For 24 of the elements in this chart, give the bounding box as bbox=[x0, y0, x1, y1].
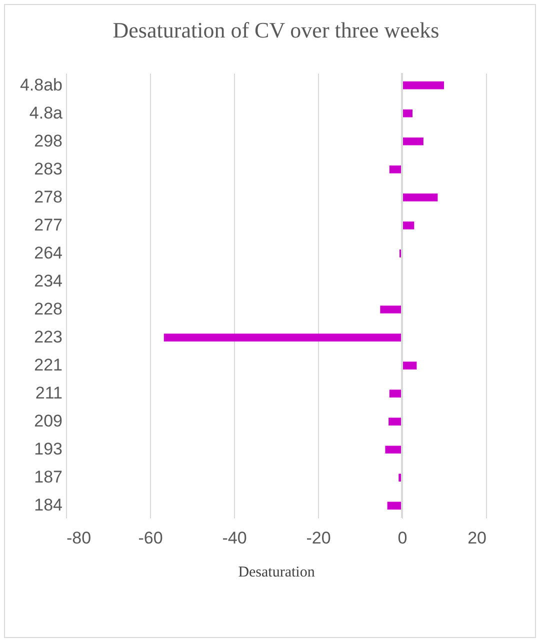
x-tick-label: -60 bbox=[138, 528, 163, 548]
y-tick-label: 223 bbox=[34, 328, 62, 347]
y-tick-label: 209 bbox=[34, 412, 62, 431]
x-tick-label: 0 bbox=[398, 528, 408, 548]
y-tick-label: 234 bbox=[34, 271, 62, 290]
x-tick-label: -80 bbox=[66, 528, 92, 548]
y-tick-label: 283 bbox=[34, 159, 62, 178]
x-tick-label: -20 bbox=[306, 528, 331, 548]
y-tick-label: 184 bbox=[34, 496, 62, 515]
y-tick-label: 264 bbox=[34, 243, 62, 262]
y-tick-label: 4.8ab bbox=[20, 75, 62, 94]
x-tick-label: -40 bbox=[222, 528, 247, 548]
y-tick-label: 228 bbox=[34, 300, 62, 319]
y-tick-label: 187 bbox=[34, 468, 62, 487]
y-tick-label: 4.8a bbox=[29, 103, 64, 122]
x-tick-label: 20 bbox=[468, 528, 486, 548]
y-tick-label: 278 bbox=[34, 187, 62, 206]
y-tick-label: 277 bbox=[34, 215, 62, 234]
y-tick-label: 221 bbox=[34, 356, 62, 375]
x-axis-title: Desaturation bbox=[238, 564, 316, 580]
y-tick-label: 193 bbox=[34, 440, 62, 459]
chart-title: Desaturation of CV over three weeks bbox=[112, 17, 440, 42]
y-tick-label: 211 bbox=[35, 384, 62, 403]
y-tick-label: 298 bbox=[34, 131, 62, 150]
